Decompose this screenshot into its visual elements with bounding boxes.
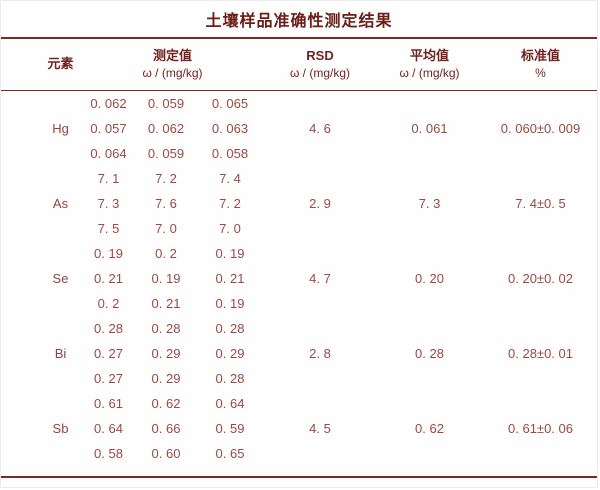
measured-value: 0. 27 bbox=[94, 346, 123, 361]
measured-value: 0. 059 bbox=[147, 96, 185, 111]
measured-value: 7. 0 bbox=[155, 221, 177, 236]
measured-value: 0. 61 bbox=[94, 396, 123, 411]
average-value: 7. 3 bbox=[418, 196, 441, 211]
measured-value: 0. 057 bbox=[90, 121, 127, 136]
column-header-average-label: 平均值 bbox=[409, 47, 449, 63]
measured-value: 0. 28 bbox=[151, 321, 181, 336]
measured-value: 0. 062 bbox=[147, 121, 185, 136]
table-title: 土壤样品准确性测定结果 bbox=[205, 13, 393, 30]
column-header-measured-label: 测定值 bbox=[152, 47, 192, 63]
measured-value: 0. 28 bbox=[94, 321, 123, 336]
measured-value: 0. 62 bbox=[151, 396, 181, 411]
average-value: 0. 62 bbox=[415, 421, 444, 436]
average-value: 0. 28 bbox=[415, 346, 444, 361]
standard-value: 0. 28±0. 01 bbox=[508, 346, 573, 361]
measured-value: 0. 059 bbox=[147, 146, 185, 161]
measured-value: 0. 19 bbox=[94, 246, 123, 261]
standard-value: 0. 20±0. 02 bbox=[508, 271, 573, 286]
element-row-group-bi: 0. 28 0. 28 0. 28 Bi 0. 27 0. 29 0. 29 2… bbox=[1, 316, 597, 391]
column-header-standard-unit: % bbox=[535, 66, 546, 81]
measured-value: 0. 29 bbox=[151, 371, 181, 386]
measured-value: 0. 21 bbox=[215, 271, 245, 286]
column-header-standard: 标准值 % bbox=[482, 39, 597, 90]
measured-value: 0. 66 bbox=[151, 421, 181, 436]
column-header-rsd: RSD ω / (mg/kg) bbox=[263, 39, 377, 90]
rsd-value: 4. 5 bbox=[309, 421, 331, 436]
column-header-average: 平均值 ω / (mg/kg) bbox=[377, 39, 482, 90]
column-header-measured-unit: ω / (mg/kg) bbox=[142, 66, 203, 81]
measured-value: 0. 29 bbox=[151, 346, 181, 361]
measured-value: 0. 2 bbox=[97, 296, 120, 311]
column-header-rsd-label: RSD bbox=[306, 47, 334, 63]
measured-value: 0. 21 bbox=[151, 296, 181, 311]
measured-value: 0. 58 bbox=[94, 446, 123, 461]
element-symbol: Hg bbox=[52, 121, 69, 136]
element-symbol: As bbox=[52, 196, 69, 211]
column-header-rsd-unit: ω / (mg/kg) bbox=[289, 66, 351, 81]
measured-value: 7. 6 bbox=[155, 196, 177, 211]
standard-value: 0. 060±0. 009 bbox=[500, 121, 581, 136]
measured-value: 0. 28 bbox=[215, 321, 245, 336]
element-symbol: Bi bbox=[54, 346, 67, 361]
rsd-value: 4. 6 bbox=[309, 121, 331, 136]
measured-value: 0. 063 bbox=[211, 121, 249, 136]
rsd-value: 2. 9 bbox=[309, 196, 331, 211]
table-body: 0. 062 0. 059 0. 065 Hg 0. 057 0. 062 0.… bbox=[1, 91, 597, 478]
measured-value: 0. 064 bbox=[90, 146, 127, 161]
measured-value: 0. 19 bbox=[215, 246, 245, 261]
measured-value: 0. 058 bbox=[211, 146, 249, 161]
column-header-measured: 测定值 ω / (mg/kg) bbox=[82, 39, 263, 90]
measured-value: 0. 65 bbox=[215, 446, 245, 461]
measured-value: 7. 4 bbox=[219, 171, 241, 186]
element-row-group-se: 0. 19 0. 2 0. 19 Se 0. 21 0. 19 0. 21 4.… bbox=[1, 241, 597, 316]
measured-value: 0. 64 bbox=[94, 421, 123, 436]
average-value: 0. 20 bbox=[415, 271, 444, 286]
measured-value: 7. 2 bbox=[155, 171, 177, 186]
measured-value: 0. 19 bbox=[215, 296, 245, 311]
column-header-element: 元素 bbox=[1, 39, 82, 90]
standard-value: 7. 4±0. 5 bbox=[515, 196, 566, 211]
element-symbol: Sb bbox=[52, 421, 69, 436]
measured-value: 7. 0 bbox=[219, 221, 241, 236]
measured-value: 0. 19 bbox=[151, 271, 181, 286]
column-header-element-label: 元素 bbox=[47, 56, 74, 72]
measured-value: 0. 59 bbox=[215, 421, 245, 436]
element-row-group-hg: 0. 062 0. 059 0. 065 Hg 0. 057 0. 062 0.… bbox=[1, 91, 597, 166]
column-header-average-unit: ω / (mg/kg) bbox=[399, 66, 460, 81]
measured-value: 0. 64 bbox=[215, 396, 245, 411]
measured-value: 7. 5 bbox=[97, 221, 120, 236]
measured-value: 0. 065 bbox=[211, 96, 249, 111]
standard-value: 0. 61±0. 06 bbox=[508, 421, 573, 436]
rsd-value: 4. 7 bbox=[309, 271, 331, 286]
rsd-value: 2. 8 bbox=[309, 346, 331, 361]
measured-value: 7. 1 bbox=[97, 171, 120, 186]
table-header: 元素 测定值 ω / (mg/kg) RSD ω / (mg/kg) 平均值 ω… bbox=[1, 37, 597, 91]
element-row-group-as: 7. 1 7. 2 7. 4 As 7. 3 7. 6 7. 2 2. 9 7.… bbox=[1, 166, 597, 241]
measured-value: 0. 28 bbox=[215, 371, 245, 386]
measured-value: 0. 21 bbox=[94, 271, 123, 286]
measured-value: 0. 2 bbox=[155, 246, 177, 261]
average-value: 0. 061 bbox=[411, 121, 448, 136]
measured-value: 7. 2 bbox=[219, 196, 241, 211]
measured-value: 0. 60 bbox=[151, 446, 181, 461]
measured-value: 0. 27 bbox=[94, 371, 123, 386]
column-header-standard-label: 标准值 bbox=[520, 47, 560, 63]
title-bar: 土壤样品准确性测定结果 bbox=[1, 1, 597, 37]
element-symbol: Se bbox=[52, 271, 69, 286]
measured-value: 0. 29 bbox=[215, 346, 245, 361]
measured-value: 7. 3 bbox=[97, 196, 120, 211]
measured-value: 0. 062 bbox=[90, 96, 127, 111]
element-row-group-sb: 0. 61 0. 62 0. 64 Sb 0. 64 0. 66 0. 59 4… bbox=[1, 391, 597, 466]
